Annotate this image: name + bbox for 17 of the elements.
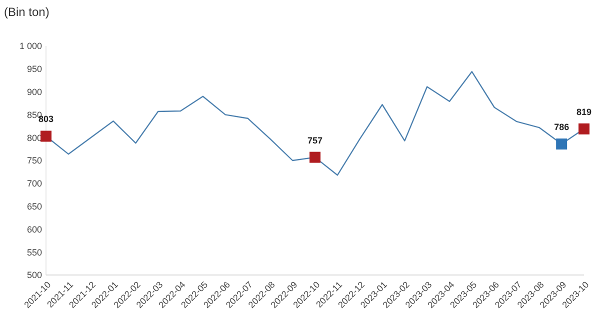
y-tick-label: 950 xyxy=(26,64,42,74)
y-tick-label: 500 xyxy=(26,270,42,280)
y-tick-label: 750 xyxy=(26,156,42,166)
point xyxy=(310,152,320,163)
y-axis-title: (Bin ton) xyxy=(4,5,50,19)
point xyxy=(578,123,590,134)
y-tick-label: 700 xyxy=(26,178,42,189)
data-label: 786 xyxy=(554,122,570,132)
data-label: 819 xyxy=(576,106,592,117)
point xyxy=(40,130,52,142)
y-tick-label: 1 000 xyxy=(19,41,42,52)
point xyxy=(556,138,568,150)
y-tick-label: 650 xyxy=(26,201,42,212)
y-tick-label: 600 xyxy=(26,224,42,234)
y-tick-label: 550 xyxy=(26,247,42,258)
data-label: 757 xyxy=(307,135,323,146)
y-tick-label: 900 xyxy=(26,86,42,97)
